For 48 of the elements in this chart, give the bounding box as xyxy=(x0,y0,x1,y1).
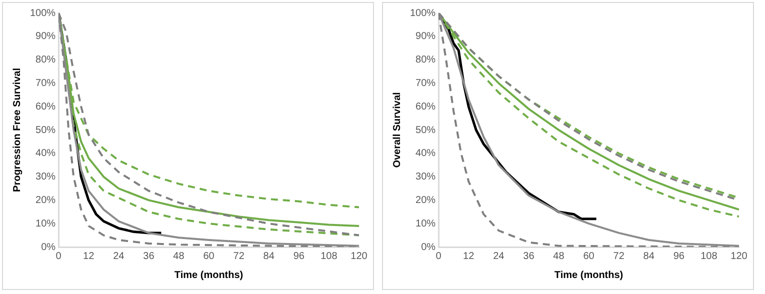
y-tick-label: 10% xyxy=(416,218,436,230)
x-tick-label: 48 xyxy=(173,250,185,262)
x-tick-label: 36 xyxy=(523,250,535,262)
x-tick-label: 60 xyxy=(583,250,595,262)
y-tick-label: 20% xyxy=(36,194,56,206)
x-axis-title: Time (months) xyxy=(174,270,244,281)
y-tick-label: 100% xyxy=(30,8,56,19)
y-tick-label: 10% xyxy=(36,218,56,230)
x-tick-label: 96 xyxy=(673,250,685,262)
y-tick-label: 60% xyxy=(36,101,56,112)
y-axis-title: Progression Free Survival xyxy=(12,68,23,192)
y-tick-label: 90% xyxy=(416,31,436,42)
y-tick-label: 50% xyxy=(416,124,436,136)
x-tick-label: 108 xyxy=(700,250,718,262)
x-tick-label: 12 xyxy=(463,250,475,262)
y-tick-label: 80% xyxy=(416,54,436,66)
x-tick-label: 48 xyxy=(553,250,565,262)
x-tick-label: 108 xyxy=(320,250,338,262)
x-tick-label: 24 xyxy=(113,250,125,262)
x-tick-label: 72 xyxy=(613,250,625,262)
y-tick-label: 40% xyxy=(416,148,436,160)
y-axis-title: Overall Survival xyxy=(392,92,403,168)
x-tick-label: 84 xyxy=(263,250,275,262)
y-tick-label: 30% xyxy=(36,172,56,183)
y-tick-label: 30% xyxy=(416,172,436,183)
y-tick-label: 40% xyxy=(36,148,56,160)
y-tick-label: 60% xyxy=(416,101,436,112)
x-tick-label: 0 xyxy=(56,250,62,262)
y-tick-label: 0% xyxy=(41,242,56,253)
y-tick-label: 70% xyxy=(416,78,436,89)
y-tick-label: 70% xyxy=(36,78,56,89)
x-tick-label: 96 xyxy=(293,250,305,262)
y-tick-label: 100% xyxy=(410,8,436,19)
x-tick-label: 72 xyxy=(233,250,245,262)
x-tick-label: 36 xyxy=(143,250,155,262)
x-tick-label: 60 xyxy=(203,250,215,262)
x-tick-label: 24 xyxy=(493,250,505,262)
x-tick-label: 120 xyxy=(730,250,748,262)
y-tick-label: 50% xyxy=(36,124,56,136)
x-axis-title: Time (months) xyxy=(554,270,624,281)
x-tick-label: 0 xyxy=(436,250,442,262)
y-tick-label: 90% xyxy=(36,31,56,42)
x-tick-label: 120 xyxy=(350,250,368,262)
x-tick-label: 84 xyxy=(643,250,655,262)
y-tick-label: 0% xyxy=(421,242,436,253)
x-tick-label: 12 xyxy=(83,250,95,262)
y-tick-label: 80% xyxy=(36,54,56,66)
y-tick-label: 20% xyxy=(416,194,436,206)
